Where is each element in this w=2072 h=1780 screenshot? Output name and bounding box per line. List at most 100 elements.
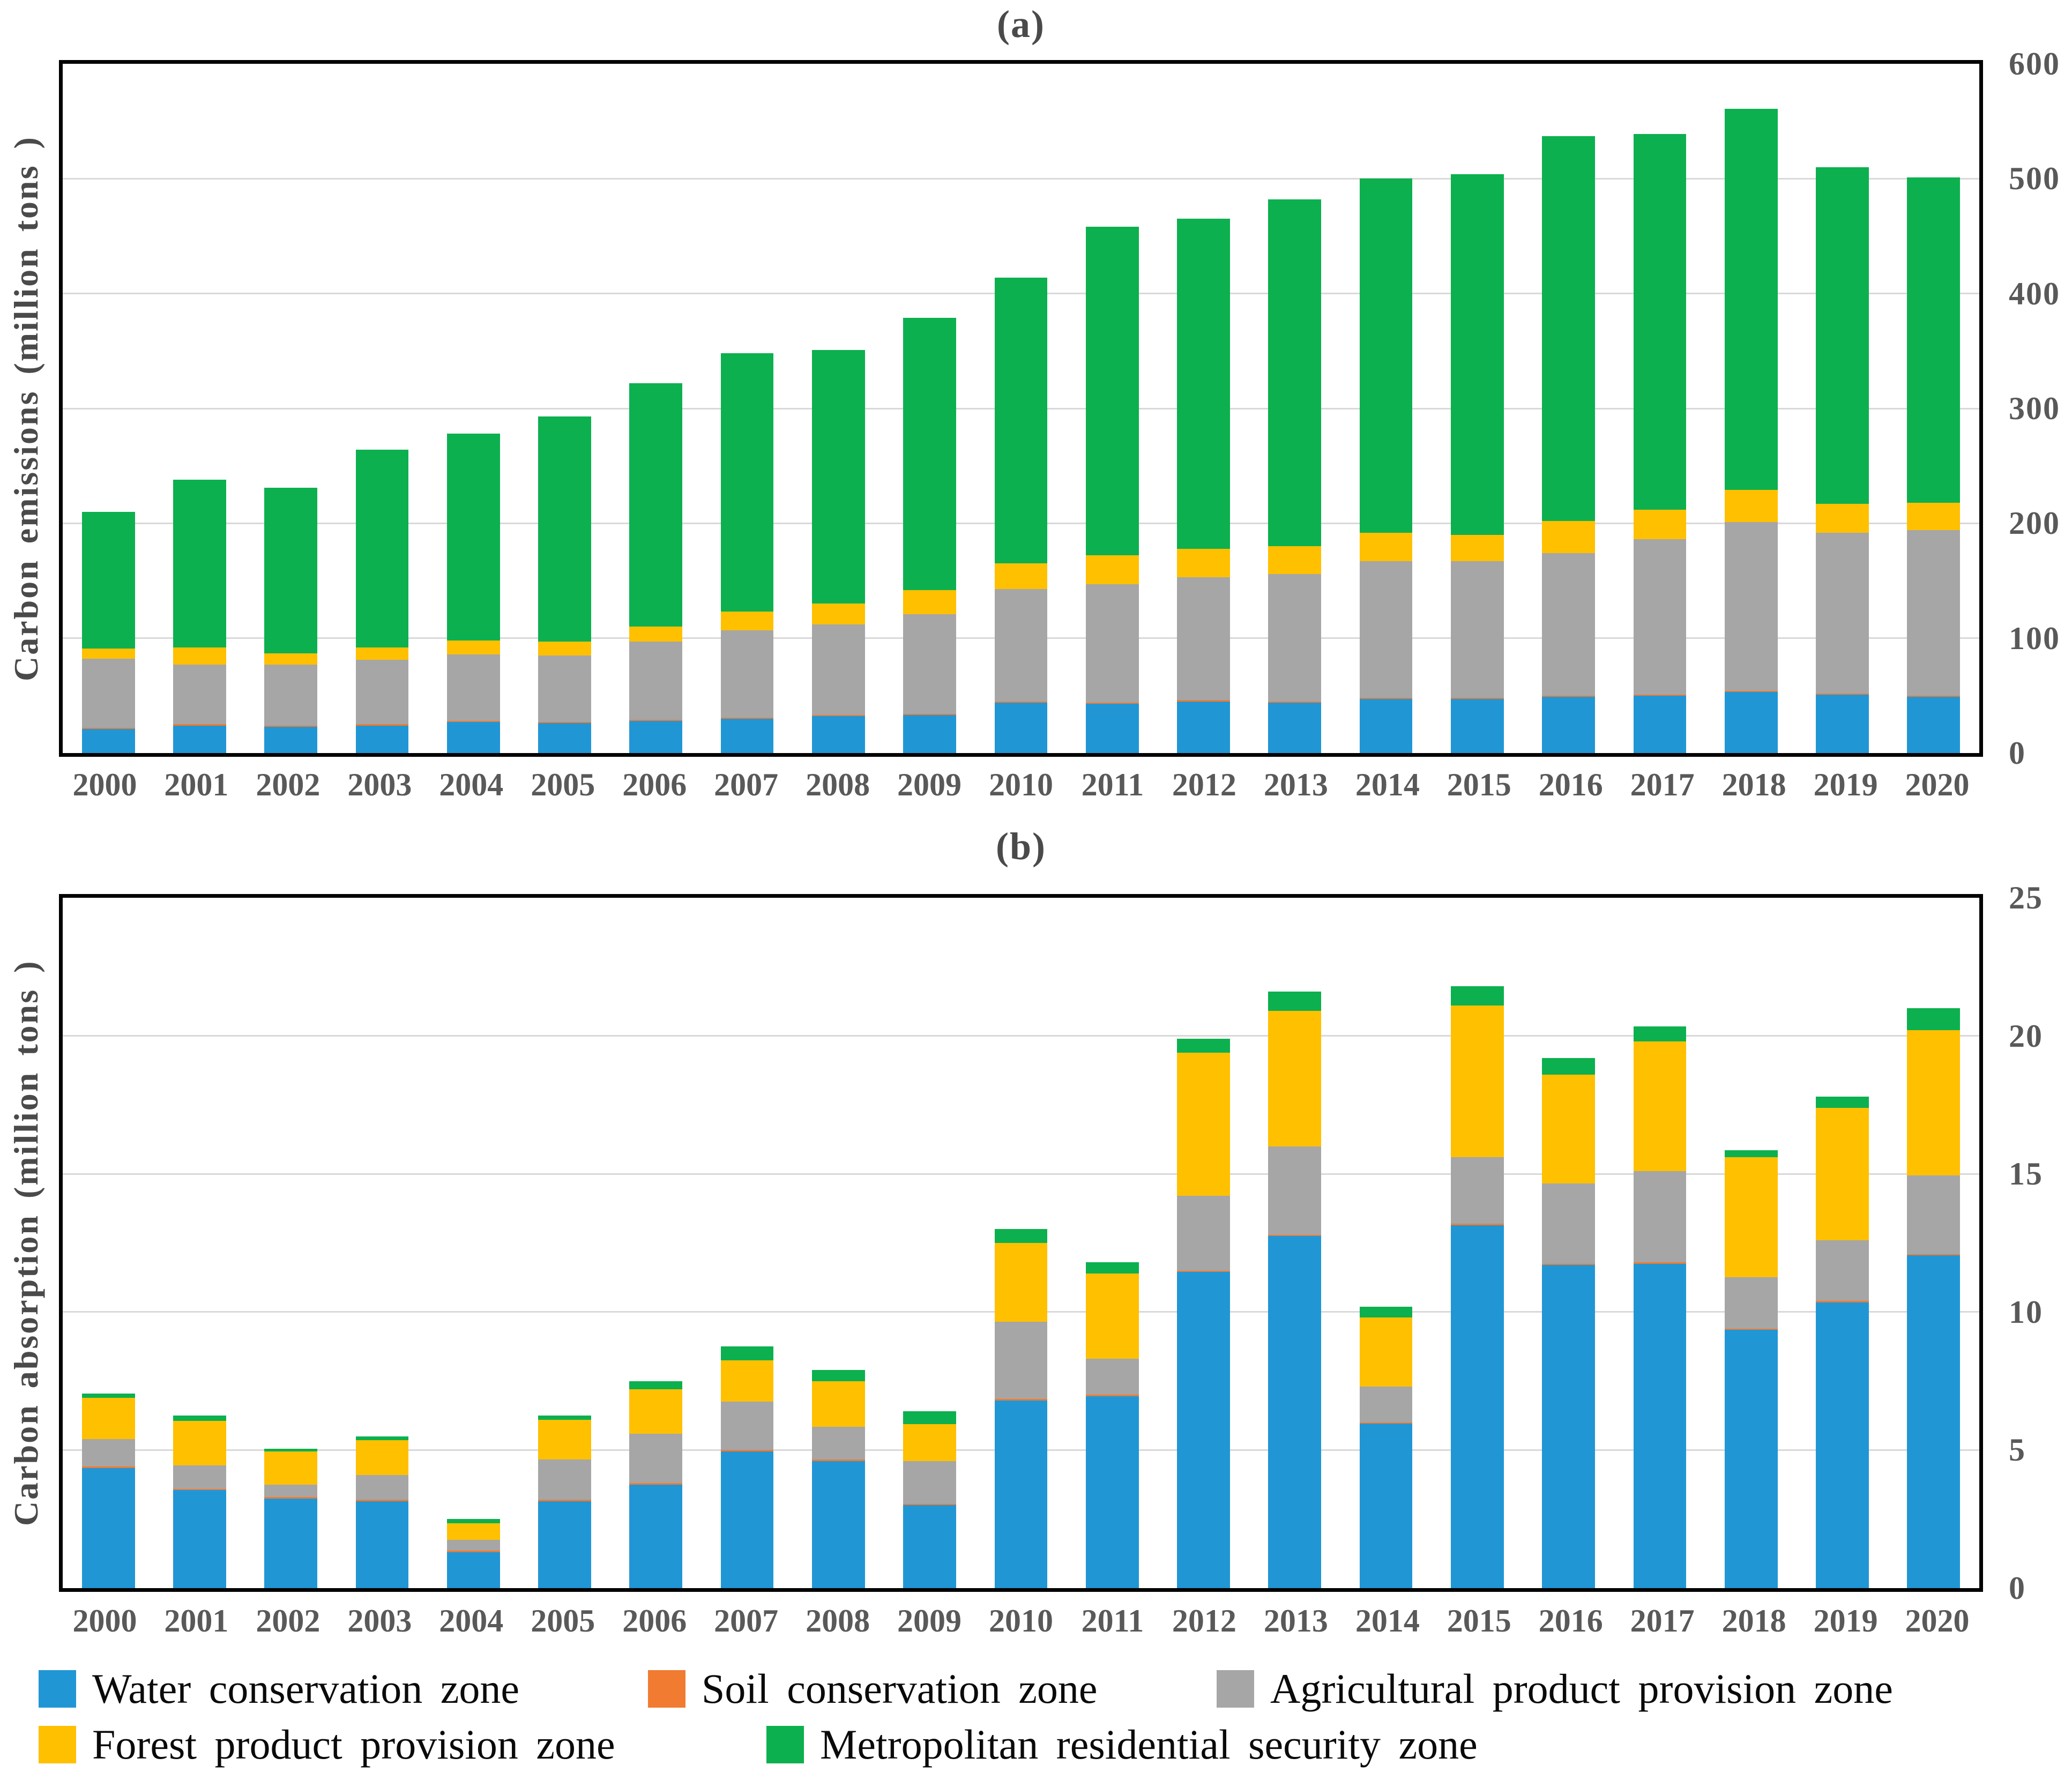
bar-segment — [173, 1465, 226, 1489]
bar-segment — [1907, 177, 1961, 503]
bar-segment — [1816, 694, 1869, 753]
y-tick-label: 5 — [2009, 1432, 2026, 1468]
bar-segment — [1359, 698, 1413, 699]
x-tick-label: 2009 — [897, 767, 962, 802]
x-tick-label: 2014 — [1355, 767, 1420, 802]
bar-a-2013 — [1249, 64, 1340, 753]
bar-b-2011 — [1067, 898, 1158, 1588]
bar-segment — [1542, 1183, 1596, 1264]
bar-segment — [538, 655, 591, 723]
stacked-bar — [1450, 986, 1504, 1588]
x-tick-label: 2002 — [256, 767, 321, 802]
bar-segment — [1085, 702, 1139, 704]
stacked-bar — [812, 349, 865, 753]
stacked-bar — [264, 1448, 318, 1588]
legend-label: Water conservation zone — [92, 1665, 520, 1712]
x-tick-label: 2019 — [1813, 1603, 1878, 1639]
bar-b-2005 — [519, 898, 610, 1588]
y-tick-label: 10 — [2009, 1294, 2043, 1330]
y-tick-label: 200 — [2009, 505, 2060, 541]
bar-segment — [264, 653, 318, 665]
x-tick-label: 2000 — [72, 767, 137, 802]
stacked-bar — [1177, 1038, 1230, 1588]
bar-segment — [264, 1497, 318, 1499]
bar-segment — [1542, 136, 1596, 522]
bar-segment — [1907, 1255, 1961, 1588]
bar-segment — [264, 1448, 318, 1452]
bar-segment — [903, 715, 957, 753]
bar-segment — [1268, 574, 1322, 702]
y-tick-label: 20 — [2009, 1018, 2043, 1054]
stacked-bar — [994, 1229, 1048, 1588]
bar-a-2010 — [975, 64, 1067, 753]
stacked-bar — [355, 450, 409, 753]
bar-segment — [1085, 703, 1139, 753]
bar-a-2004 — [428, 64, 519, 753]
bar-segment — [812, 1381, 865, 1427]
bar-segment — [81, 1393, 135, 1398]
bar-segment — [173, 647, 226, 665]
stacked-bar — [1542, 136, 1596, 753]
bar-b-2013 — [1249, 898, 1340, 1588]
bar-segment — [1724, 522, 1778, 691]
bar-segment — [994, 702, 1048, 753]
stacked-bar — [903, 1411, 957, 1588]
x-tick-label: 2020 — [1905, 1603, 1970, 1639]
bar-segment — [1268, 199, 1322, 547]
bar-segment — [1359, 532, 1413, 562]
bar-segment — [81, 659, 135, 728]
bar-segment — [1816, 1097, 1869, 1108]
bar-segment — [1359, 561, 1413, 698]
stacked-bar — [1450, 174, 1504, 753]
bar-segment — [720, 1450, 774, 1451]
soil-conservation-swatch-icon — [648, 1670, 685, 1708]
x-tick-label: 2015 — [1447, 1603, 1511, 1639]
bar-a-2002 — [245, 64, 337, 753]
bar-segment — [629, 1433, 683, 1484]
bar-a-2005 — [519, 64, 610, 753]
bar-segment — [446, 1552, 500, 1588]
bar-a-2018 — [1705, 64, 1797, 753]
bar-segment — [1177, 1272, 1230, 1588]
x-tick-label: 2001 — [164, 1603, 229, 1639]
bar-segment — [1633, 1171, 1687, 1263]
bar-segment — [355, 660, 409, 725]
bar-segment — [1359, 1422, 1413, 1424]
bar-segment — [1085, 1262, 1139, 1273]
y-tick-label: 400 — [2009, 275, 2060, 311]
bar-segment — [446, 721, 500, 723]
bar-a-2011 — [1067, 64, 1158, 753]
bar-segment — [629, 383, 683, 627]
bar-b-2016 — [1523, 898, 1614, 1588]
bar-b-2002 — [245, 898, 337, 1588]
bar-segment — [264, 664, 318, 726]
stacked-bar — [720, 1346, 774, 1588]
bar-segment — [812, 604, 865, 624]
stacked-bar — [629, 383, 683, 753]
x-tick-label: 2016 — [1538, 1603, 1603, 1639]
plot-area-emissions — [59, 60, 1983, 757]
bar-segment — [1177, 577, 1230, 701]
bar-a-2015 — [1432, 64, 1523, 753]
x-tick-label: 2008 — [806, 1603, 870, 1639]
x-tick-label: 2015 — [1447, 767, 1511, 802]
stacked-bar — [1633, 133, 1687, 753]
panel-a-title: (a) — [997, 3, 1045, 46]
bar-segment — [629, 627, 683, 642]
bar-segment — [720, 1360, 774, 1402]
y-tick-label: 500 — [2009, 161, 2060, 197]
bar-segment — [1816, 1302, 1869, 1588]
x-tick-label: 2002 — [256, 1603, 321, 1639]
bar-segment — [1268, 1011, 1322, 1146]
bar-segment — [1085, 584, 1139, 703]
x-tick-label: 2005 — [531, 1603, 595, 1639]
bar-segment — [355, 450, 409, 647]
bar-segment — [1816, 167, 1869, 504]
bar-segment — [355, 724, 409, 726]
legend-label: Soil conservation zone — [702, 1665, 1098, 1712]
bar-segment — [1542, 1074, 1596, 1184]
bar-segment — [812, 624, 865, 716]
bar-segment — [994, 1229, 1048, 1243]
bar-segment — [903, 317, 957, 590]
x-axis-years-absorption: 2000 2001 2002 2003 2004 2005 2006 2007 2008 2009… — [59, 1602, 1983, 1640]
